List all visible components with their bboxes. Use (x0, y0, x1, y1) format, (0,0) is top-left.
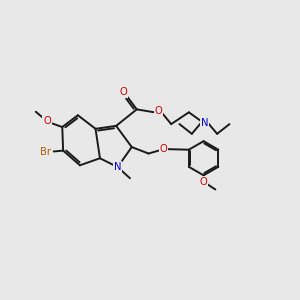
Text: N: N (114, 162, 122, 172)
Text: O: O (200, 177, 208, 187)
Text: Br: Br (40, 147, 51, 157)
Text: O: O (159, 143, 167, 154)
Text: O: O (119, 87, 127, 97)
Text: O: O (43, 116, 51, 126)
Text: N: N (201, 118, 208, 128)
Text: O: O (155, 106, 162, 116)
